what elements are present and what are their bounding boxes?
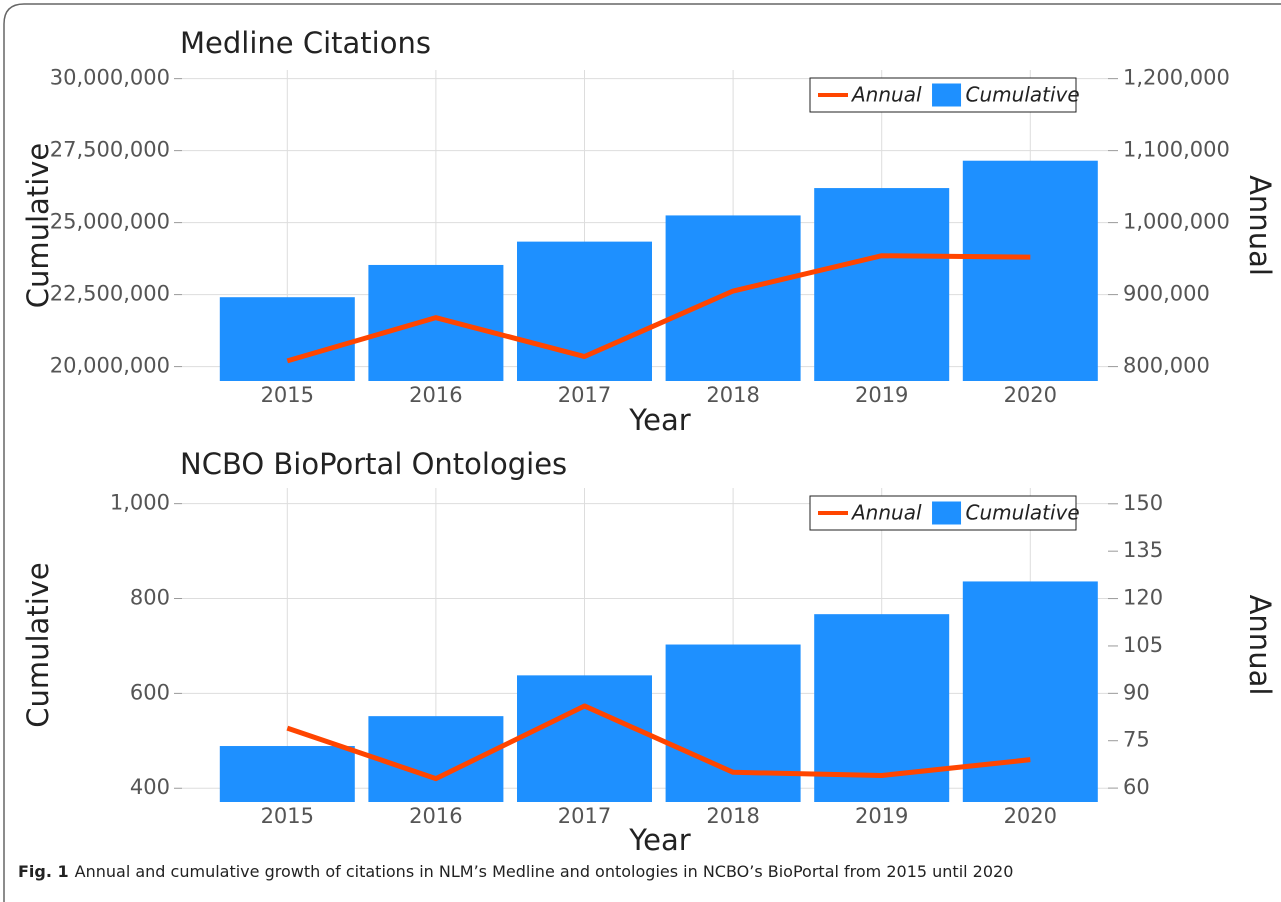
x-tick-label: 2017 <box>558 804 611 828</box>
x-tick-label: 2015 <box>261 804 314 828</box>
y2-tick-label: 1,200,000 <box>1123 66 1230 90</box>
x-tick-label: 2015 <box>261 383 314 407</box>
y-tick-label: 800 <box>130 586 170 610</box>
bar <box>368 264 504 381</box>
y-tick-label: 400 <box>130 775 170 799</box>
legend-label: Cumulative <box>966 501 1080 525</box>
legend-label: Annual <box>850 83 922 107</box>
y2-tick-label: 75 <box>1123 728 1150 752</box>
frame <box>3 3 1281 902</box>
y2-tick-label: 135 <box>1123 538 1163 562</box>
legend: Annual Cumulative <box>809 495 1080 531</box>
bar <box>219 746 355 802</box>
y-tick-label: 22,500,000 <box>50 282 170 306</box>
bar <box>665 644 801 802</box>
y2-tick-label: 105 <box>1123 633 1163 657</box>
y-axis-title: Cumulative <box>21 562 55 728</box>
y2-axis-title: Annual <box>1243 595 1277 696</box>
bar <box>219 297 355 381</box>
bar <box>962 160 1098 381</box>
y-tick-label: 1,000 <box>110 491 170 515</box>
x-tick-label: 2019 <box>855 804 908 828</box>
y2-axis-title: Annual <box>1243 175 1277 276</box>
x-tick-label: 2017 <box>558 383 611 407</box>
legend-swatch <box>931 82 963 108</box>
y2-tick-label: 150 <box>1123 491 1163 515</box>
legend-label: Annual <box>850 501 922 525</box>
x-tick-label: 2018 <box>706 804 759 828</box>
legend-swatch <box>931 500 963 526</box>
chart-title: NCBO BioPortal Ontologies <box>180 447 567 481</box>
x-tick-label: 2016 <box>409 804 462 828</box>
bar <box>517 241 652 381</box>
y-tick-label: 20,000,000 <box>50 354 170 378</box>
y-tick-label: 25,000,000 <box>50 210 170 234</box>
x-axis-title: Year <box>628 823 690 857</box>
line <box>286 703 1031 782</box>
x-tick-label: 2020 <box>1004 804 1057 828</box>
caption-label: Fig. 1 <box>18 862 69 881</box>
caption-text: Annual and cumulative growth of citation… <box>75 862 1014 881</box>
legend: Annual Cumulative <box>809 77 1080 113</box>
x-axis-title: Year <box>628 403 690 437</box>
y2-tick-label: 1,100,000 <box>1123 138 1230 162</box>
y2-tick-label: 1,000,000 <box>1123 210 1230 234</box>
y2-tick-label: 90 <box>1123 680 1150 704</box>
y-tick-label: 30,000,000 <box>50 66 170 90</box>
x-tick-label: 2016 <box>409 383 462 407</box>
bar <box>368 716 504 802</box>
y-tick-label: 600 <box>130 680 170 704</box>
y2-tick-label: 800,000 <box>1123 354 1210 378</box>
y-tick-label: 27,500,000 <box>50 138 170 162</box>
chart-title: Medline Citations <box>180 26 431 60</box>
bar <box>962 581 1098 802</box>
y-axis-title: Cumulative <box>21 143 55 309</box>
y2-tick-label: 900,000 <box>1123 282 1210 306</box>
y2-tick-label: 120 <box>1123 586 1163 610</box>
y2-tick-label: 60 <box>1123 775 1150 799</box>
line <box>286 253 1031 364</box>
x-tick-label: 2020 <box>1004 383 1057 407</box>
x-tick-label: 2019 <box>855 383 908 407</box>
bar <box>665 215 801 381</box>
bar <box>814 188 950 381</box>
legend-label: Cumulative <box>966 83 1080 107</box>
x-tick-label: 2018 <box>706 383 759 407</box>
caption: Fig. 1 Annual and cumulative growth of ci… <box>18 862 1013 881</box>
bar <box>517 675 652 802</box>
